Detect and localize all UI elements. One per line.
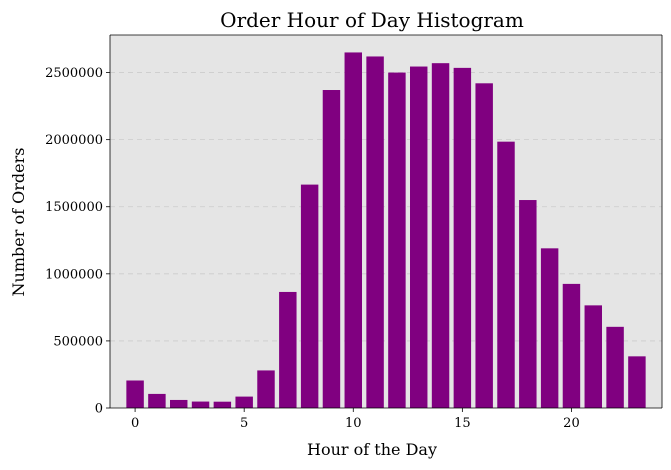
y-tick-label-0: 0 <box>95 402 103 417</box>
bar-hour-16 <box>475 83 493 408</box>
axes: 0 5 10 15 20 0 500000 1000000 1500000 2000000 2500… <box>45 34 663 431</box>
bar-hour-0 <box>126 380 144 408</box>
bar-hour-13 <box>410 66 428 408</box>
bar-hour-5 <box>235 396 253 408</box>
y-tick-label-5: 2500000 <box>45 66 103 81</box>
bar-hour-12 <box>388 72 406 408</box>
x-tick-label-10: 10 <box>345 416 362 431</box>
bars <box>126 52 646 409</box>
bar-hour-11 <box>366 56 384 409</box>
y-axis-label: Number of Orders <box>9 148 28 297</box>
x-tick-label-0: 0 <box>131 416 139 431</box>
bar-hour-9 <box>322 90 341 408</box>
bar-hour-21 <box>584 305 602 408</box>
bar-hour-18 <box>519 200 537 408</box>
bar-hour-22 <box>606 326 624 408</box>
bar-hour-15 <box>453 67 472 408</box>
x-axis-label: Hour of the Day <box>307 440 437 459</box>
bar-hour-4 <box>213 401 232 408</box>
bar-hour-14 <box>431 63 450 408</box>
y-tick-label-2: 1000000 <box>45 267 103 282</box>
bar-hour-6 <box>257 370 275 408</box>
bar-hour-3 <box>191 401 210 408</box>
bar-hour-8 <box>300 184 319 408</box>
bar-hour-19 <box>540 248 559 408</box>
bar-hour-17 <box>497 141 515 408</box>
x-tick-label-5: 5 <box>240 416 248 431</box>
bar-hour-23 <box>628 356 646 408</box>
x-tick-label-15: 15 <box>454 416 471 431</box>
chart-title: Order Hour of Day Histogram <box>220 8 524 32</box>
x-tick-label-20: 20 <box>563 416 580 431</box>
bar-hour-1 <box>148 393 166 408</box>
y-tick-label-4: 2000000 <box>45 133 103 148</box>
bar-hour-10 <box>344 52 362 409</box>
y-tick-label-3: 1500000 <box>45 200 103 215</box>
bar-hour-20 <box>562 283 581 408</box>
bar-hour-2 <box>170 399 188 408</box>
y-tick-label-1: 500000 <box>53 334 103 349</box>
bar-hour-7 <box>279 291 297 408</box>
